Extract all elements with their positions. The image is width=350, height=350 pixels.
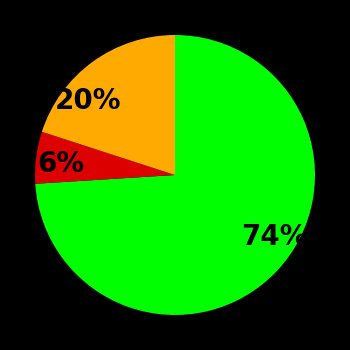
Text: 74%: 74% [241,223,308,251]
Wedge shape [35,132,175,184]
Wedge shape [35,35,315,315]
Text: 20%: 20% [55,88,121,116]
Wedge shape [42,35,175,175]
Text: 6%: 6% [37,149,85,177]
